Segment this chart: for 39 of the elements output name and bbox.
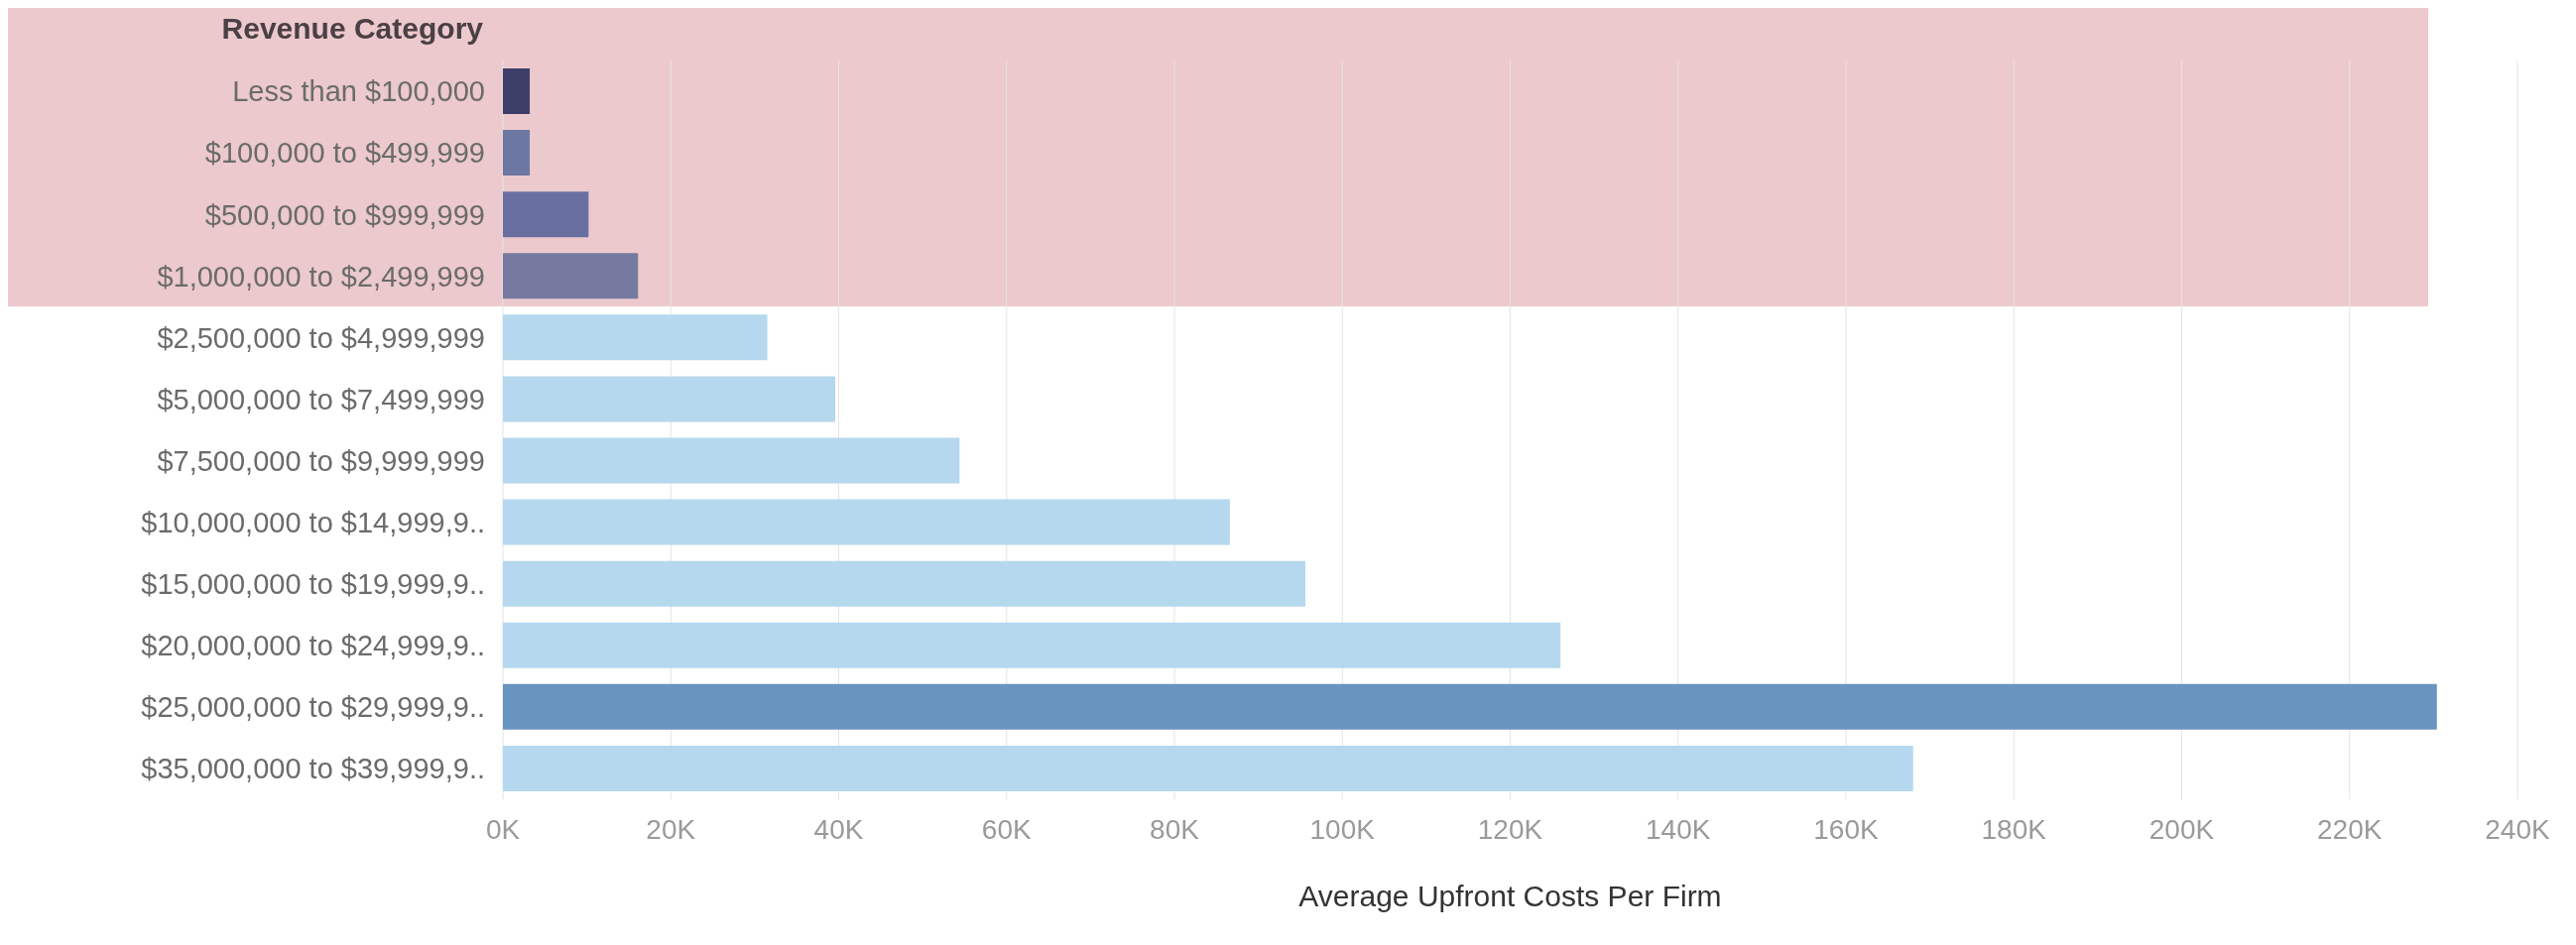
- bar: [503, 683, 2437, 730]
- bar: [503, 68, 531, 114]
- y-tick-label: $20,000,000 to $24,999,9..: [141, 630, 485, 662]
- x-tick-label: 0K: [485, 813, 521, 845]
- bar: [503, 314, 768, 361]
- y-tick-label: $35,000,000 to $39,999,9..: [141, 753, 485, 785]
- bar: [503, 191, 589, 238]
- y-tick-label: $500,000 to $999,999: [204, 198, 485, 231]
- x-tick-label: 40K: [813, 813, 864, 845]
- bar: [503, 499, 1230, 545]
- x-tick-label: 80K: [1150, 813, 1200, 845]
- bar: [503, 437, 960, 484]
- bar: [503, 745, 1913, 791]
- y-tick-label: $1,000,000 to $2,499,999: [157, 260, 485, 293]
- x-tick-label: 120K: [1477, 813, 1543, 845]
- x-tick-label: 180K: [1981, 813, 2047, 845]
- x-tick-label: 100K: [1309, 813, 1376, 845]
- x-tick-label: 160K: [1813, 813, 1880, 845]
- bar: [503, 560, 1306, 607]
- y-axis-title: Revenue Category: [220, 12, 483, 46]
- y-tick-label: $10,000,000 to $14,999,9..: [141, 506, 485, 538]
- y-tick-label: $7,500,000 to $9,999,999: [157, 444, 485, 477]
- y-tick-label: $2,500,000 to $4,999,999: [157, 321, 485, 354]
- bar: [503, 253, 639, 299]
- bar: [503, 376, 836, 422]
- x-axis-title: Average Upfront Costs Per Firm: [1298, 880, 1722, 912]
- x-tick-label: 200K: [2148, 813, 2215, 845]
- x-tick-label: 60K: [981, 813, 1032, 845]
- x-tick-label: 240K: [2485, 813, 2551, 845]
- y-tick-label: Less than $100,000: [232, 75, 485, 108]
- bar: [503, 130, 531, 177]
- x-tick-label: 220K: [2317, 813, 2383, 845]
- y-tick-label: $15,000,000 to $19,999,9..: [141, 568, 485, 600]
- y-tick-label: $5,000,000 to $7,499,999: [157, 383, 485, 415]
- bar: [503, 622, 1561, 668]
- x-tick-label: 140K: [1646, 813, 1711, 845]
- y-tick-label: $100,000 to $499,999: [204, 137, 485, 170]
- y-tick-label: $25,000,000 to $29,999,9..: [141, 691, 485, 724]
- x-tick-label: 20K: [646, 813, 696, 845]
